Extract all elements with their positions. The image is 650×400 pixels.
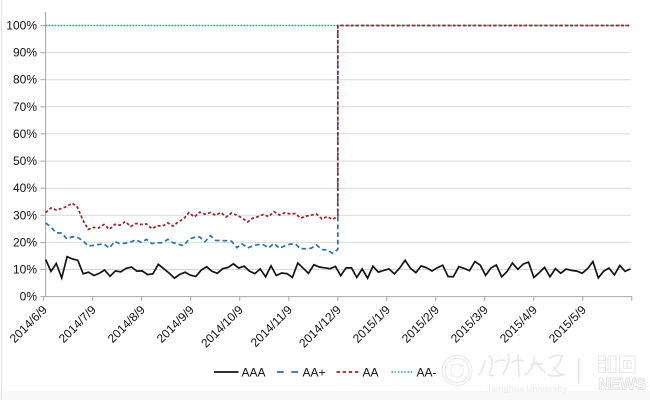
svg-text:40%: 40% <box>13 181 37 195</box>
svg-text:100%: 100% <box>6 19 37 33</box>
svg-text:90%: 90% <box>13 46 37 60</box>
svg-text:Tsinghua University: Tsinghua University <box>487 384 568 394</box>
svg-text:NEWS: NEWS <box>598 376 646 394</box>
svg-text:AA: AA <box>363 366 379 380</box>
svg-text:60%: 60% <box>13 127 37 141</box>
svg-text:AA+: AA+ <box>303 366 326 380</box>
svg-text:10%: 10% <box>13 263 37 277</box>
svg-text:20%: 20% <box>13 235 37 249</box>
svg-text:AA-: AA- <box>417 366 437 380</box>
svg-text:70%: 70% <box>13 100 37 114</box>
svg-text:0%: 0% <box>20 290 38 304</box>
svg-text:AAA: AAA <box>242 366 266 380</box>
svg-text:30%: 30% <box>13 208 37 222</box>
svg-text:80%: 80% <box>13 73 37 87</box>
svg-text:50%: 50% <box>13 154 37 168</box>
